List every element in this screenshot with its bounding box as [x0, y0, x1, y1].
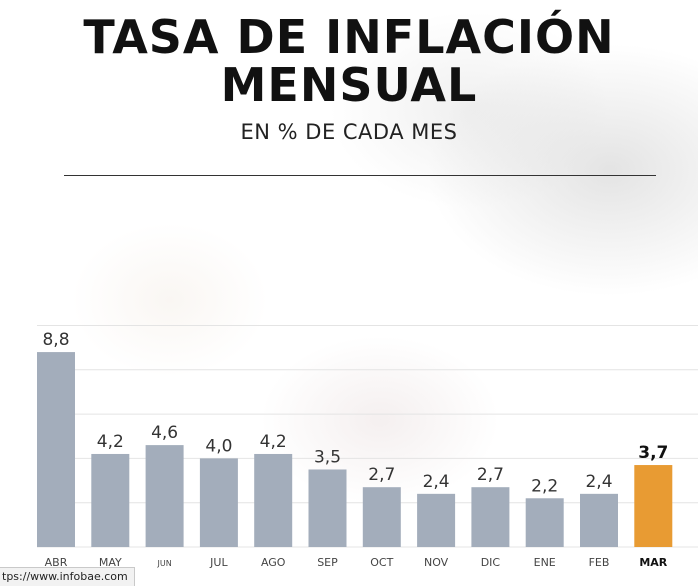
bar-sep	[308, 469, 347, 547]
value-label: 4,2	[260, 432, 287, 452]
title-divider	[64, 175, 656, 176]
value-label: 3,7	[638, 443, 668, 463]
bar-dic	[471, 487, 510, 547]
bar-nov	[417, 493, 456, 547]
value-label: 8,8	[42, 330, 69, 350]
value-label: 2,7	[368, 465, 395, 485]
bar-mar	[634, 465, 673, 547]
bar-jun	[145, 445, 184, 547]
bar-abr	[37, 352, 75, 547]
bar-oct	[362, 487, 401, 547]
x-tick-label: OCT	[370, 556, 393, 569]
value-label: 2,4	[423, 472, 450, 492]
value-label: 4,6	[151, 423, 178, 443]
x-tick-label: JUN	[156, 559, 171, 568]
x-tick-label: ENE	[534, 556, 556, 569]
x-tick-label: SEP	[317, 556, 338, 569]
status-bar-url: tps://www.infobae.com	[0, 567, 135, 586]
bar-ene	[525, 498, 564, 547]
bar-jul	[199, 458, 238, 547]
bar-ago	[254, 453, 293, 547]
x-tick-label: AGO	[261, 556, 286, 569]
x-tick-label: FEB	[589, 556, 610, 569]
x-tick-label: NOV	[424, 556, 449, 569]
x-tick-label: MAY	[99, 556, 122, 569]
bar-feb	[580, 493, 618, 547]
chart-title-line-1: TASA DE INFLACIÓN	[83, 10, 615, 64]
x-tick-label: ABR	[45, 556, 68, 569]
x-tick-label: DIC	[481, 556, 501, 569]
chart-title-line-2: MENSUAL	[220, 58, 478, 112]
value-label: 4,2	[97, 432, 124, 452]
x-tick-label: JUL	[209, 556, 228, 569]
x-tick-label: MAR	[639, 556, 667, 569]
chart-subtitle: EN % DE CADA MES	[240, 120, 458, 144]
value-label: 2,4	[585, 472, 612, 492]
bar-may	[91, 453, 130, 547]
value-label: 3,5	[314, 447, 341, 467]
value-label: 4,0	[205, 436, 232, 456]
value-label: 2,7	[477, 465, 504, 485]
value-label: 2,2	[531, 476, 558, 496]
